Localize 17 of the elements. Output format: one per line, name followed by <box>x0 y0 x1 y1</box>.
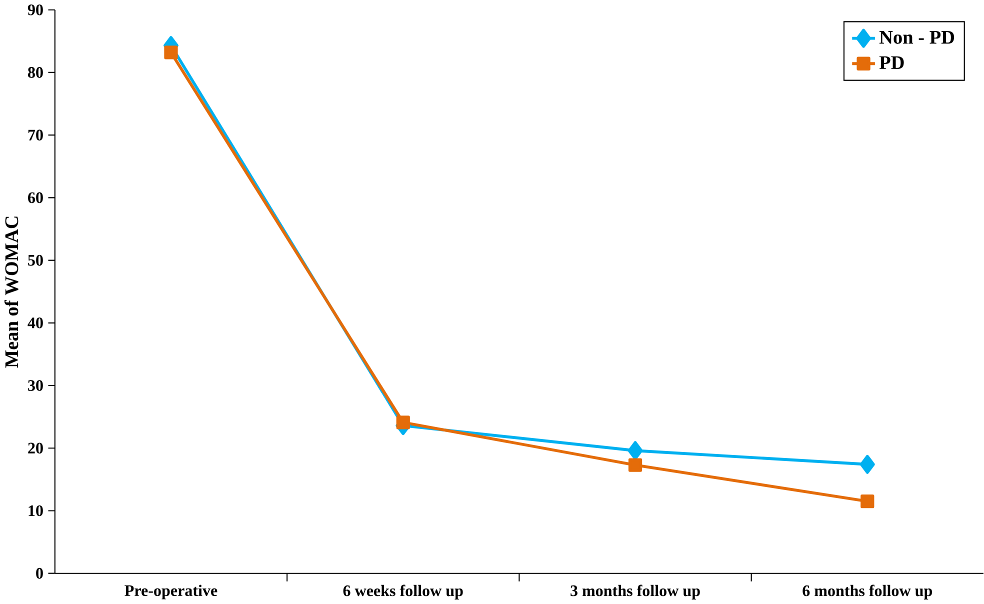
y-tick-label: 20 <box>28 442 43 454</box>
y-tick-label: 70 <box>28 130 43 141</box>
y-tick-label: 60 <box>28 192 43 204</box>
y-tick-label: 40 <box>28 318 43 328</box>
x-tick-label: Pre-operative <box>124 584 218 600</box>
legend-label: PD <box>879 56 904 70</box>
legend-label: Non - PD <box>879 31 954 44</box>
y-tick-label: 50 <box>28 254 43 266</box>
x-tick-label: 3 months follow up <box>570 584 700 600</box>
y-tick-label: 0 <box>36 568 43 579</box>
y-tick-label: 10 <box>28 505 43 516</box>
x-tick-label: 6 months follow up <box>802 584 932 600</box>
y-tick-label: 80 <box>28 67 43 78</box>
y-axis-title: Mean of WOMAC <box>4 216 18 368</box>
y-tick-label: 90 <box>28 4 43 16</box>
y-tick-label: 30 <box>28 380 43 391</box>
x-tick-label: 6 weeks follow up <box>343 584 463 600</box>
